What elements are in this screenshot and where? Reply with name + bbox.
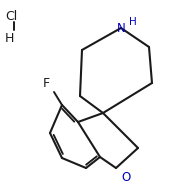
Text: O: O <box>121 171 130 184</box>
Text: H: H <box>129 17 137 27</box>
Text: H: H <box>5 32 14 45</box>
Text: F: F <box>43 77 50 90</box>
Text: N: N <box>117 22 125 35</box>
Text: Cl: Cl <box>5 10 17 23</box>
